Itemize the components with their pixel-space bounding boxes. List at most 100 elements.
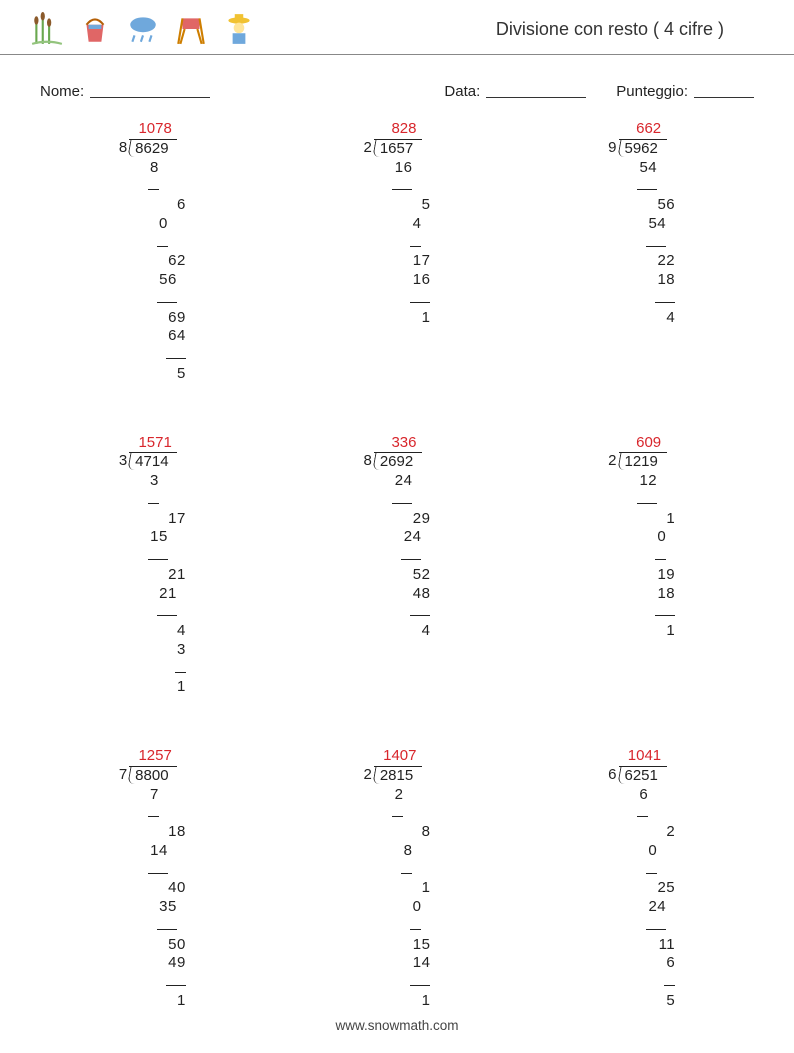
problems-grid: 1078886298606256696458282165716541716166… — [0, 110, 794, 1011]
work-step: 8 — [144, 159, 186, 178]
work-step: 1 — [633, 510, 675, 529]
score-blank[interactable] — [694, 83, 754, 98]
subtraction-rule — [388, 603, 430, 622]
subtraction-rule — [144, 973, 186, 992]
work-step: 1 — [388, 309, 430, 328]
page-header: Divisione con resto ( 4 cifre ) — [0, 0, 794, 55]
work-step: 16 — [388, 159, 430, 178]
work-step: 8 — [388, 842, 430, 861]
subtraction-rule — [144, 917, 186, 936]
quotient: 662 — [608, 120, 661, 139]
work-step: 1 — [388, 879, 430, 898]
work-step: 48 — [388, 585, 430, 604]
footer-url: www.snowmath.com — [0, 1018, 794, 1033]
subtraction-rule — [633, 491, 675, 510]
subtraction-rule — [144, 177, 186, 196]
quotient: 1078 — [119, 120, 172, 139]
reeds-icon — [30, 12, 64, 46]
work-step: 18 — [144, 823, 186, 842]
bucket-icon — [78, 12, 112, 46]
subtraction-rule — [144, 491, 186, 510]
dividend: 1657 — [374, 139, 422, 159]
subtraction-rule — [144, 290, 186, 309]
chair-icon — [174, 12, 208, 46]
work-step: 29 — [388, 510, 430, 529]
division-problem: 10416625162025241165 — [519, 747, 764, 1011]
quotient: 336 — [363, 434, 416, 453]
work-step: 3 — [144, 641, 186, 660]
work-step: 17 — [388, 252, 430, 271]
quotient: 828 — [363, 120, 416, 139]
subtraction-rule — [388, 973, 430, 992]
dividend: 8800 — [129, 766, 177, 786]
subtraction-rule — [388, 491, 430, 510]
divisor: 3 — [119, 452, 129, 471]
work-step: 50 — [144, 936, 186, 955]
name-label: Nome: — [40, 83, 84, 100]
subtraction-rule — [144, 861, 186, 880]
farmer-icon — [222, 12, 256, 46]
work-step: 12 — [633, 472, 675, 491]
work-step: 17 — [144, 510, 186, 529]
work-step: 52 — [388, 566, 430, 585]
work-step: 24 — [388, 528, 430, 547]
dividend: 4714 — [129, 452, 177, 472]
work-step: 54 — [633, 159, 675, 178]
work-step: 62 — [144, 252, 186, 271]
work-step: 4 — [388, 622, 430, 641]
subtraction-rule — [633, 177, 675, 196]
work-step: 0 — [633, 842, 675, 861]
divisor: 9 — [608, 139, 618, 158]
work-step: 56 — [633, 196, 675, 215]
work-step: 5 — [388, 196, 430, 215]
date-label: Data: — [444, 83, 480, 100]
work-step: 25 — [633, 879, 675, 898]
subtraction-rule — [633, 290, 675, 309]
work-step: 49 — [144, 954, 186, 973]
work-step: 0 — [633, 528, 675, 547]
subtraction-rule — [144, 234, 186, 253]
work-step: 18 — [633, 585, 675, 604]
divisor: 8 — [363, 452, 373, 471]
divisor: 7 — [119, 766, 129, 785]
work-step: 19 — [633, 566, 675, 585]
dividend: 8629 — [129, 139, 177, 159]
work-step: 2 — [388, 786, 430, 805]
header-icons — [30, 12, 256, 46]
date-blank[interactable] — [486, 83, 586, 98]
work-step: 6 — [144, 196, 186, 215]
division-problem: 82821657165417161 — [275, 120, 520, 384]
work-step: 18 — [633, 271, 675, 290]
subtraction-rule — [633, 973, 675, 992]
work-step: 64 — [144, 327, 186, 346]
work-step: 54 — [633, 215, 675, 234]
division-problem: 107888629860625669645 — [30, 120, 275, 384]
division-problem: 6629596254565422184 — [519, 120, 764, 384]
work-step: 1 — [388, 992, 430, 1011]
work-step: 4 — [144, 622, 186, 641]
work-step: 15 — [144, 528, 186, 547]
divisor: 2 — [363, 766, 373, 785]
subtraction-rule — [144, 346, 186, 365]
subtraction-rule — [388, 547, 430, 566]
subtraction-rule — [633, 917, 675, 936]
divisor: 2 — [608, 452, 618, 471]
name-blank[interactable] — [90, 83, 210, 98]
work-step: 14 — [388, 954, 430, 973]
work-step: 2 — [633, 823, 675, 842]
work-step: 24 — [388, 472, 430, 491]
work-step: 1 — [144, 992, 186, 1011]
work-step: 5 — [144, 365, 186, 384]
quotient: 1407 — [363, 747, 416, 766]
subtraction-rule — [633, 234, 675, 253]
subtraction-rule — [388, 861, 430, 880]
work-step: 21 — [144, 585, 186, 604]
work-step: 7 — [144, 786, 186, 805]
work-step: 8 — [388, 823, 430, 842]
divisor: 8 — [119, 139, 129, 158]
work-step: 56 — [144, 271, 186, 290]
cloud-icon — [126, 12, 160, 46]
work-step: 21 — [144, 566, 186, 585]
dividend: 1219 — [619, 452, 667, 472]
work-step: 1 — [144, 678, 186, 697]
